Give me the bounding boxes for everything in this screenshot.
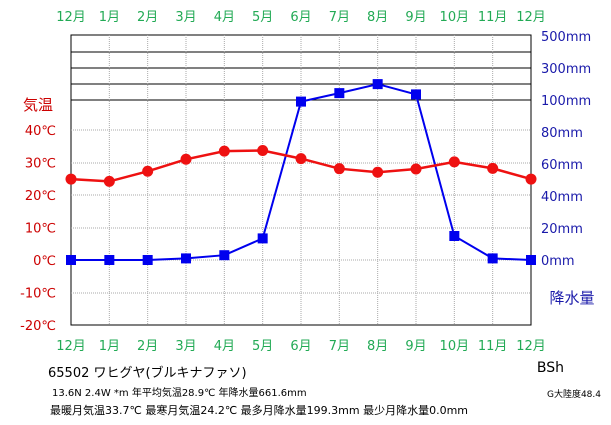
month-label: 10月 bbox=[440, 339, 470, 354]
station-summary: 13.6N 2.4W *m 年平均気温28.9℃ 年降水量661.6mm bbox=[52, 388, 307, 399]
temperature-tick-label: 20℃ bbox=[25, 189, 56, 204]
temperature-series bbox=[65, 144, 537, 187]
temperature-point bbox=[525, 173, 537, 185]
month-label: 5月 bbox=[252, 10, 273, 25]
precipitation-tick-label: 40mm bbox=[541, 190, 583, 205]
precipitation-point bbox=[372, 79, 383, 90]
month-label: 7月 bbox=[329, 10, 350, 25]
month-label: 12月 bbox=[516, 10, 546, 25]
month-label: 11月 bbox=[478, 339, 508, 354]
precipitation-point bbox=[257, 233, 268, 244]
grid bbox=[70, 34, 532, 326]
month-label: 5月 bbox=[252, 339, 273, 354]
temperature-point bbox=[372, 166, 384, 178]
temperature-point bbox=[142, 165, 154, 177]
month-label: 4月 bbox=[214, 339, 235, 354]
precipitation-axis: 500mm 300mm 100mm 80mm 60mm 40mm 20mm 0mm 降水量 bbox=[541, 30, 595, 307]
month-label: 2月 bbox=[137, 10, 158, 25]
precipitation-tick-label: 500mm bbox=[541, 30, 591, 45]
month-label: 8月 bbox=[367, 339, 388, 354]
temperature-point bbox=[180, 153, 192, 165]
temperature-axis-title: 気温 bbox=[23, 96, 53, 114]
precipitation-point bbox=[296, 96, 306, 107]
month-label: 7月 bbox=[329, 339, 350, 354]
temperature-point bbox=[65, 173, 77, 185]
station-extremes: 最暖月気温33.7℃ 最寒月気温24.2℃ 最多月降水量199.3mm 最少月降… bbox=[50, 404, 469, 417]
precipitation-point bbox=[104, 255, 115, 265]
month-label: 1月 bbox=[99, 10, 120, 25]
month-label: 11月 bbox=[478, 10, 508, 25]
month-label: 3月 bbox=[175, 10, 196, 25]
precipitation-point bbox=[219, 250, 230, 261]
climate-chart: 12月 1月 2月 3月 4月 5月 6月 7月 8月 9月 10月 11月 12月 12月 1月 2月 3月… bbox=[20, 10, 595, 354]
temperature-point bbox=[257, 144, 269, 156]
temperature-tick-label: -10℃ bbox=[20, 287, 56, 302]
temperature-point bbox=[410, 163, 422, 175]
month-label: 6月 bbox=[290, 10, 311, 25]
precipitation-tick-label: 60mm bbox=[541, 158, 583, 173]
precipitation-tick-label: 100mm bbox=[541, 94, 591, 109]
precipitation-tick-label: 80mm bbox=[541, 126, 583, 141]
month-label: 9月 bbox=[405, 339, 426, 354]
month-label: 6月 bbox=[290, 339, 311, 354]
temperature-tick-label: -20℃ bbox=[20, 319, 56, 334]
climate-class: BSh bbox=[536, 360, 564, 376]
month-label: 12月 bbox=[56, 339, 86, 354]
month-label: 9月 bbox=[405, 10, 426, 25]
precipitation-tick-label: 20mm bbox=[541, 222, 583, 237]
month-label: 1月 bbox=[99, 339, 120, 354]
temperature-point bbox=[103, 175, 115, 187]
month-label: 2月 bbox=[137, 339, 158, 354]
month-label: 8月 bbox=[367, 10, 388, 25]
month-labels-bottom: 12月 1月 2月 3月 4月 5月 6月 7月 8月 9月 10月 11月 12月 bbox=[56, 339, 546, 354]
month-labels-top: 12月 1月 2月 3月 4月 5月 6月 7月 8月 9月 10月 11月 12月 bbox=[56, 10, 546, 25]
temperature-tick-label: 10℃ bbox=[25, 222, 56, 237]
precipitation-point bbox=[334, 88, 345, 99]
precipitation-point bbox=[142, 255, 153, 265]
temperature-point bbox=[333, 163, 345, 175]
precipitation-axis-title: 降水量 bbox=[549, 289, 594, 307]
precipitation-point bbox=[66, 255, 76, 265]
month-label: 3月 bbox=[175, 339, 196, 354]
temperature-tick-label: 40℃ bbox=[25, 124, 56, 139]
month-label: 12月 bbox=[56, 10, 86, 25]
temperature-point bbox=[295, 153, 307, 165]
precipitation-point bbox=[526, 255, 536, 265]
month-label: 4月 bbox=[214, 10, 235, 25]
precipitation-point bbox=[487, 253, 498, 264]
precipitation-series bbox=[66, 79, 536, 265]
temperature-tick-label: 0℃ bbox=[33, 254, 56, 269]
precipitation-point bbox=[411, 89, 421, 100]
temperature-tick-label: 30℃ bbox=[25, 157, 56, 172]
precipitation-point bbox=[449, 231, 460, 241]
temperature-axis: 気温 40℃ 30℃ 20℃ 10℃ 0℃ -10℃ -20℃ bbox=[20, 96, 56, 334]
temperature-point bbox=[487, 162, 499, 174]
temperature-point bbox=[448, 156, 460, 168]
temperature-point bbox=[218, 145, 230, 157]
precipitation-tick-label: 300mm bbox=[541, 62, 591, 77]
continentality: G大陸度48.4 bbox=[546, 390, 601, 400]
month-label: 10月 bbox=[440, 10, 470, 25]
month-label: 12月 bbox=[516, 339, 546, 354]
station-name: 65502 ワヒグヤ(ブルキナファソ) bbox=[48, 366, 247, 381]
precipitation-tick-label: 0mm bbox=[541, 254, 575, 269]
precipitation-point bbox=[181, 253, 191, 264]
